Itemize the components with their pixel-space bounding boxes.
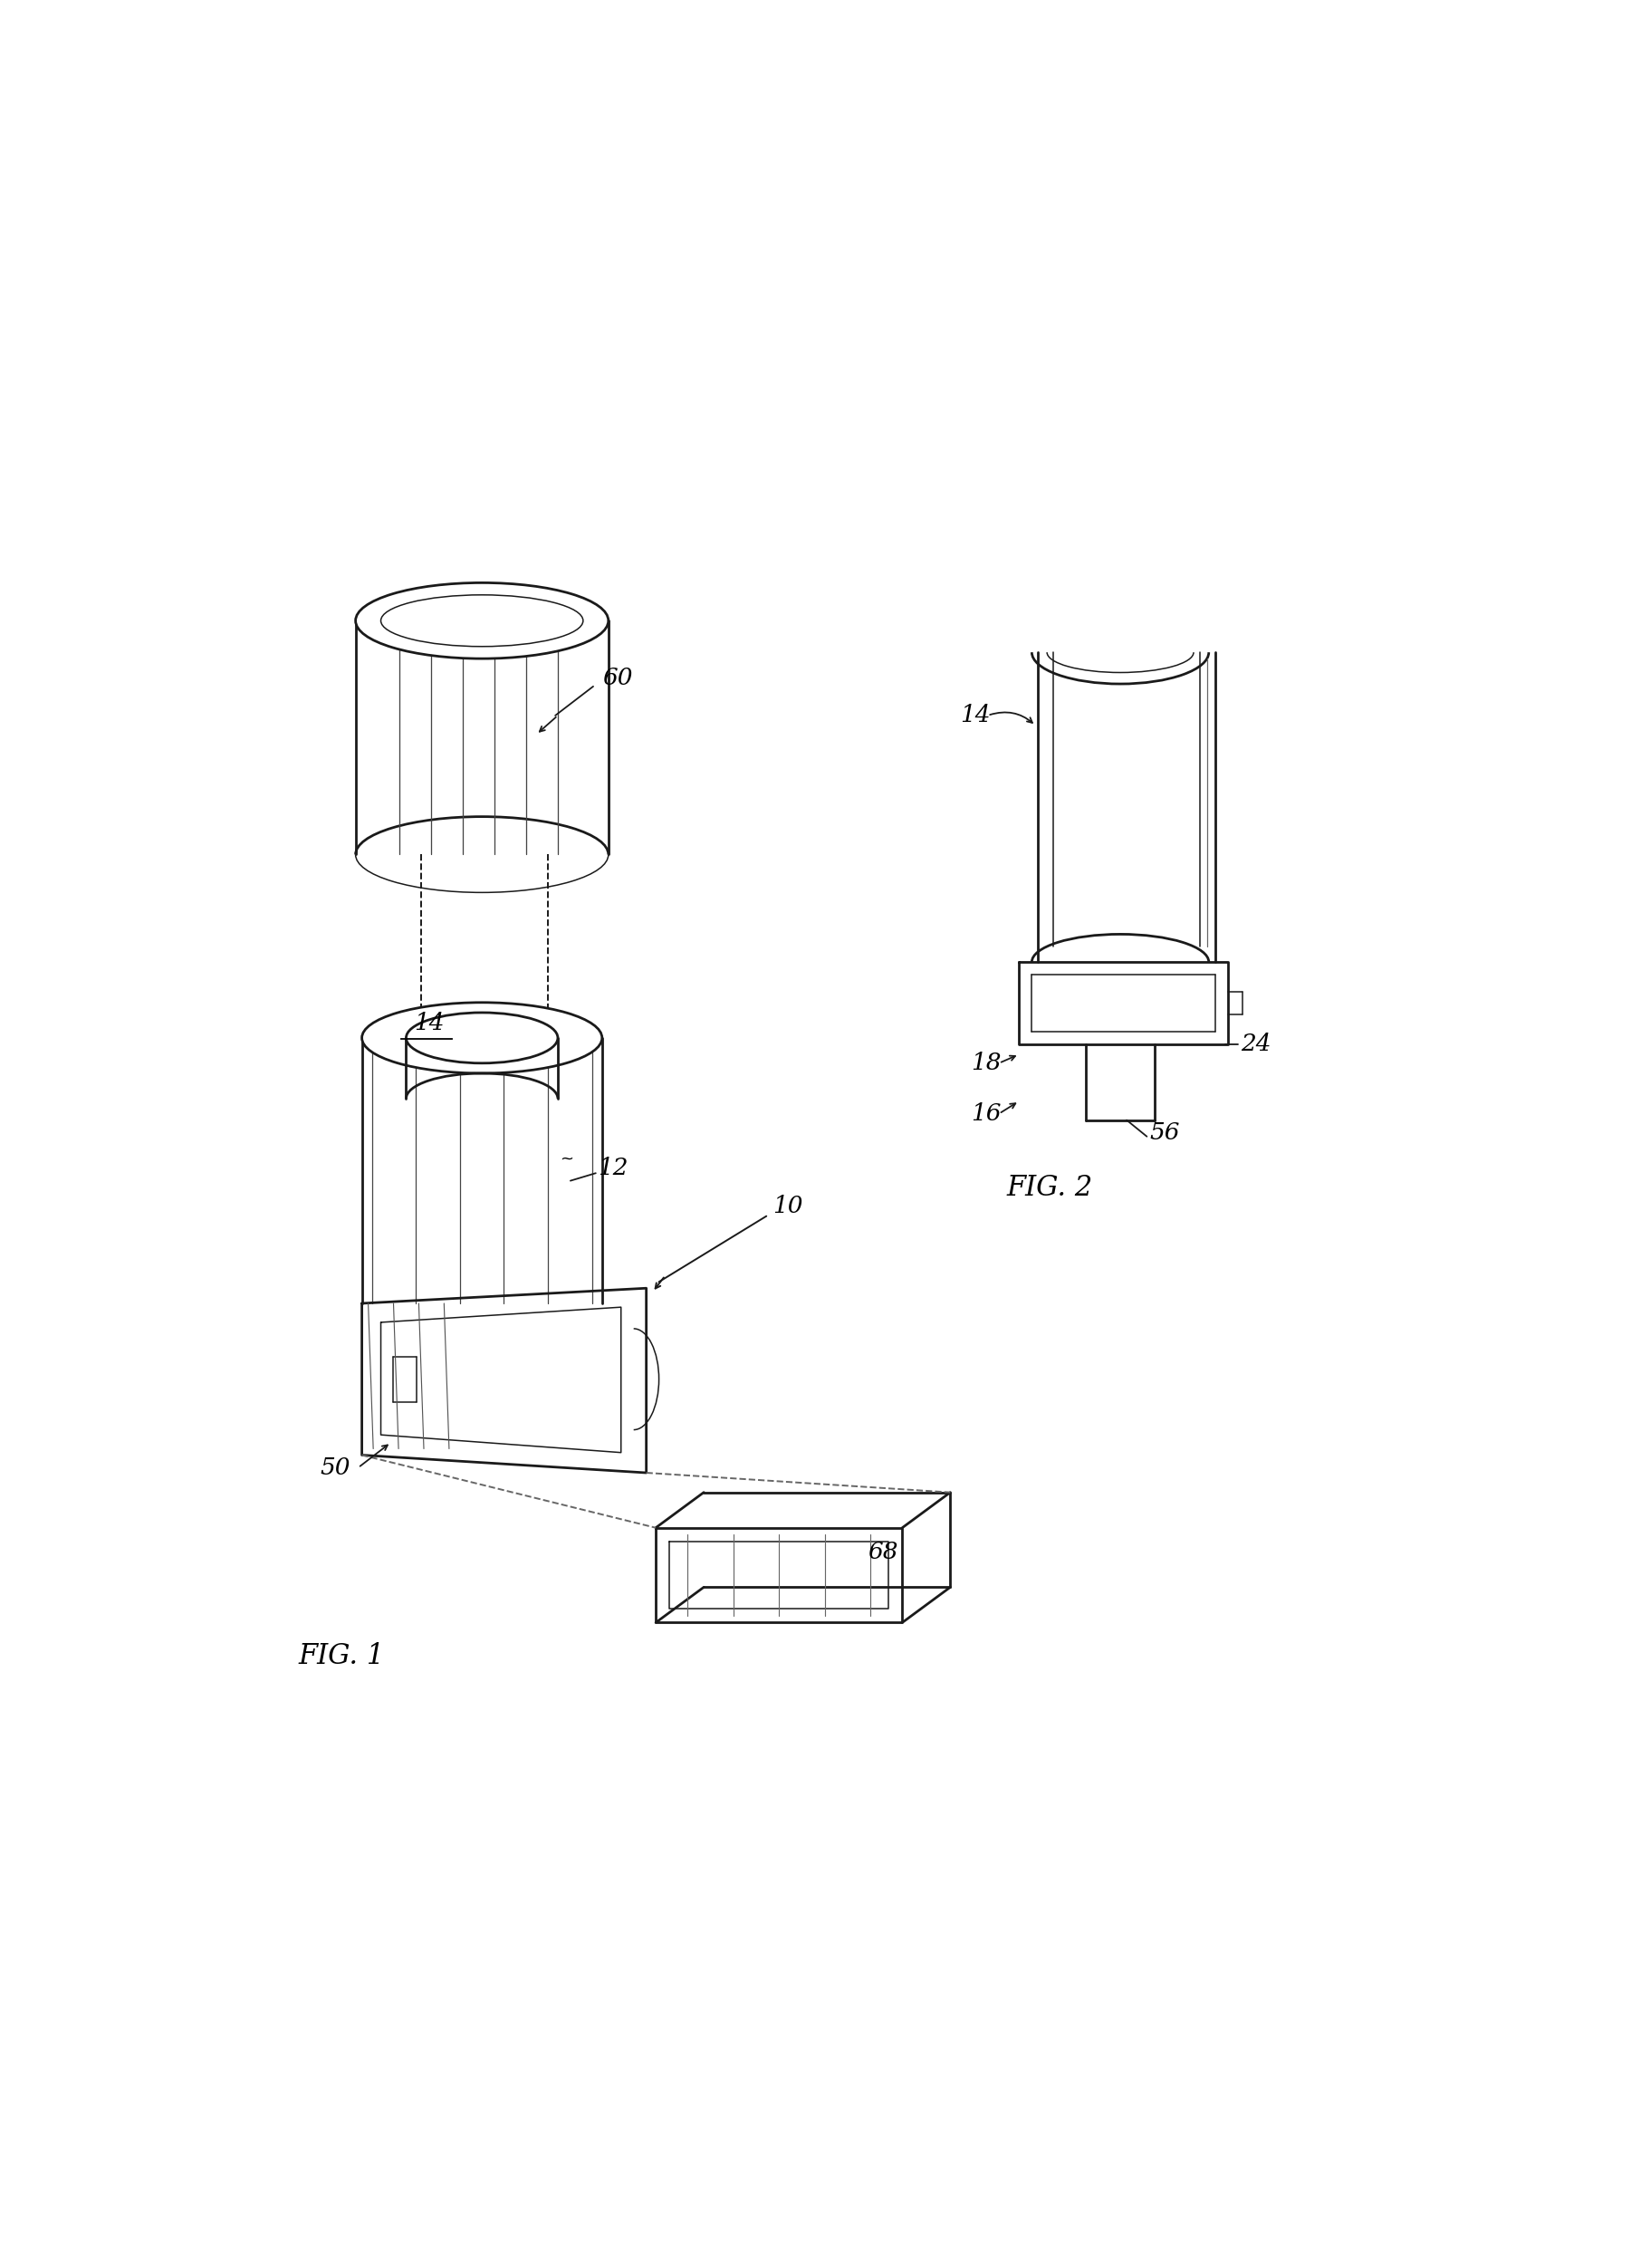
Text: 60: 60 bbox=[602, 667, 633, 689]
Text: 12: 12 bbox=[599, 1157, 628, 1179]
Ellipse shape bbox=[356, 583, 608, 658]
Text: 68: 68 bbox=[868, 1540, 897, 1563]
Ellipse shape bbox=[362, 1002, 602, 1073]
Text: 10: 10 bbox=[773, 1195, 802, 1218]
Text: 50: 50 bbox=[320, 1456, 351, 1479]
Text: 14: 14 bbox=[414, 1012, 444, 1034]
Ellipse shape bbox=[406, 1012, 558, 1064]
Text: 16: 16 bbox=[970, 1102, 1001, 1125]
Text: FIG. 1: FIG. 1 bbox=[298, 1642, 385, 1669]
Text: 24: 24 bbox=[1241, 1032, 1271, 1055]
Text: 56: 56 bbox=[1150, 1120, 1179, 1143]
Text: 18: 18 bbox=[970, 1052, 1001, 1075]
Text: 14: 14 bbox=[959, 703, 990, 726]
Text: FIG. 2: FIG. 2 bbox=[1006, 1175, 1093, 1202]
Text: ~: ~ bbox=[559, 1150, 574, 1166]
